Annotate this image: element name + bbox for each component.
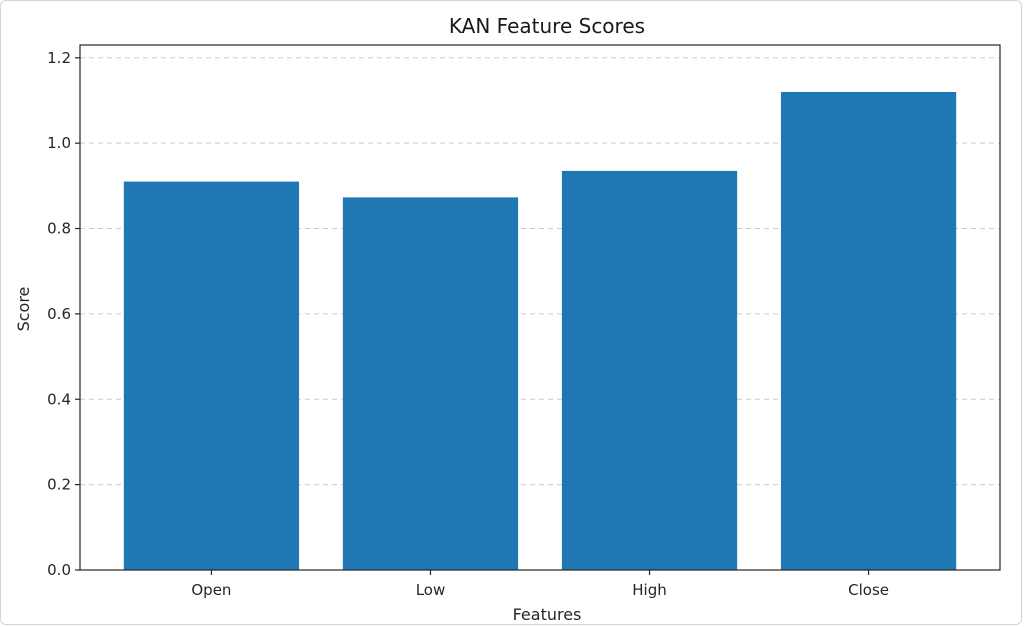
- bar-close: [780, 91, 957, 570]
- y-axis-ticks: 0.0 0.2 0.4 0.6 0.8 1.0 1.2: [47, 49, 80, 579]
- x-tick-label: Low: [416, 581, 446, 599]
- y-axis-title: Score: [14, 287, 33, 332]
- y-tick-label: 0.6: [47, 305, 71, 323]
- x-tick-label: Open: [191, 581, 231, 599]
- plot-area-border: [79, 44, 1001, 571]
- chart-title: KAN Feature Scores: [449, 14, 645, 38]
- bar-low: [342, 197, 519, 570]
- x-tick-label: High: [632, 581, 666, 599]
- bars: [123, 91, 957, 571]
- bar-open: [123, 181, 300, 570]
- y-tick-label: 0.2: [47, 476, 71, 494]
- y-tick-label: 1.0: [47, 134, 71, 152]
- y-tick-label: 0.8: [47, 220, 71, 238]
- y-tick-label: 0.0: [47, 561, 71, 579]
- y-tick-label: 1.2: [47, 49, 71, 67]
- bar-high: [561, 170, 738, 571]
- y-tick-label: 0.4: [47, 390, 71, 408]
- x-axis-ticks: Open Low High Close: [191, 570, 889, 599]
- x-axis-title: Features: [513, 605, 582, 624]
- x-tick-label: Close: [848, 581, 889, 599]
